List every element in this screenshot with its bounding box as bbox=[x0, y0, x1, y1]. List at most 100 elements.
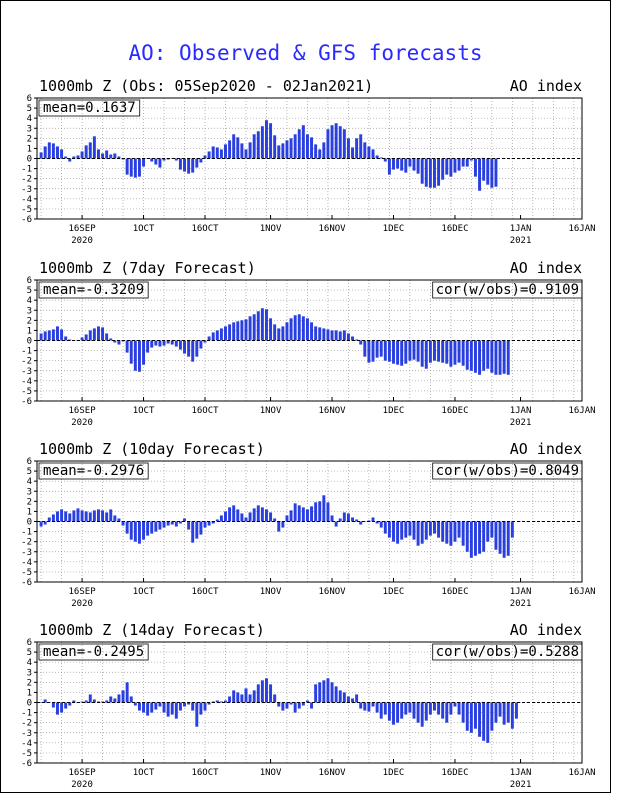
data-bar bbox=[232, 690, 236, 703]
data-bar bbox=[437, 340, 441, 362]
data-bar bbox=[252, 508, 256, 522]
data-bar bbox=[490, 158, 494, 188]
data-bar bbox=[224, 326, 227, 341]
data-bar bbox=[486, 158, 490, 185]
data-bar bbox=[187, 521, 191, 530]
data-bar bbox=[68, 158, 72, 162]
x-tick-year-label: 2021 bbox=[510, 236, 532, 246]
data-bar bbox=[133, 702, 137, 706]
y-tick-label: 4 bbox=[27, 114, 32, 124]
data-bar bbox=[379, 521, 383, 528]
data-bar bbox=[80, 151, 84, 159]
data-bar bbox=[424, 521, 428, 540]
data-bar bbox=[195, 340, 199, 357]
data-bar bbox=[203, 155, 207, 159]
data-bar bbox=[457, 702, 461, 715]
data-bar bbox=[277, 328, 281, 341]
correlation-stat: cor(w/obs)=0.9109 bbox=[436, 282, 579, 298]
data-bar bbox=[342, 330, 346, 341]
data-bar bbox=[506, 521, 510, 556]
data-bar bbox=[297, 314, 301, 341]
data-bar bbox=[461, 158, 465, 167]
y-tick-label: -1 bbox=[21, 528, 32, 538]
y-tick-label: 5 bbox=[27, 286, 32, 296]
data-bar bbox=[277, 145, 281, 159]
data-bar bbox=[351, 517, 355, 522]
data-bar bbox=[105, 150, 109, 159]
data-bar bbox=[437, 158, 441, 186]
data-bar bbox=[285, 140, 289, 159]
data-bar bbox=[318, 327, 322, 341]
y-tick-label: 6 bbox=[27, 457, 32, 467]
data-bar bbox=[400, 702, 404, 719]
data-bar bbox=[269, 512, 273, 522]
data-bar bbox=[379, 702, 383, 719]
data-bar bbox=[506, 702, 510, 723]
x-tick-label: 16SEP bbox=[69, 406, 97, 416]
y-tick-label: -5 bbox=[21, 205, 32, 215]
data-bar bbox=[80, 337, 84, 341]
panel-title: 1000mb Z (10day Forecast) bbox=[39, 440, 265, 458]
data-bar bbox=[264, 309, 268, 341]
data-bar bbox=[92, 328, 96, 341]
data-bar bbox=[166, 158, 170, 160]
data-bar bbox=[387, 521, 391, 538]
data-bar bbox=[301, 507, 305, 522]
data-bar bbox=[404, 158, 408, 173]
data-bar bbox=[199, 158, 203, 163]
data-bar bbox=[92, 699, 96, 703]
data-bar bbox=[396, 521, 400, 544]
data-bar bbox=[228, 507, 232, 522]
data-bar bbox=[43, 146, 47, 159]
data-bar bbox=[338, 690, 342, 703]
y-tick-label: -3 bbox=[21, 367, 32, 377]
x-tick-label: 16SEP bbox=[69, 768, 97, 778]
data-bar bbox=[420, 702, 424, 727]
data-bar bbox=[428, 521, 432, 536]
data-bar bbox=[219, 701, 223, 703]
data-bar bbox=[191, 340, 195, 362]
data-bar bbox=[310, 702, 314, 709]
data-bar bbox=[84, 511, 88, 522]
data-bar bbox=[408, 340, 412, 361]
data-bar bbox=[461, 340, 465, 366]
data-bar bbox=[64, 702, 68, 709]
data-bar bbox=[387, 158, 391, 175]
data-bar bbox=[56, 146, 59, 159]
x-tick-year-label: 2020 bbox=[71, 780, 93, 790]
data-bar bbox=[392, 702, 395, 725]
data-bar bbox=[56, 702, 59, 715]
x-tick-label: 16JAN bbox=[568, 587, 595, 597]
correlation-stat: cor(w/obs)=0.5288 bbox=[436, 644, 579, 660]
data-bar bbox=[367, 146, 371, 159]
x-tick-label: 16JAN bbox=[568, 224, 595, 234]
data-bar bbox=[60, 702, 64, 713]
data-bar bbox=[117, 156, 121, 159]
data-bar bbox=[453, 702, 457, 707]
data-bar bbox=[43, 521, 47, 525]
data-bar bbox=[441, 702, 445, 719]
data-bar bbox=[342, 512, 346, 522]
data-bar bbox=[498, 521, 502, 554]
data-bar bbox=[117, 694, 121, 703]
y-tick-label: -6 bbox=[21, 759, 32, 769]
data-bar bbox=[215, 519, 219, 522]
data-bar bbox=[64, 156, 68, 159]
data-bar bbox=[428, 702, 432, 715]
data-bar bbox=[211, 332, 215, 341]
data-bar bbox=[490, 702, 494, 731]
data-bar bbox=[105, 512, 109, 522]
correlation-stat: cor(w/obs)=0.8049 bbox=[436, 463, 579, 479]
data-bar bbox=[166, 340, 170, 344]
data-bar bbox=[498, 340, 502, 375]
data-bar bbox=[219, 149, 223, 159]
x-tick-label: 16NOV bbox=[318, 587, 346, 597]
y-tick-label: 2 bbox=[27, 134, 32, 144]
data-bar bbox=[457, 521, 461, 538]
data-bar bbox=[178, 521, 182, 524]
data-bar bbox=[412, 158, 416, 171]
data-bar bbox=[96, 701, 100, 703]
data-bar bbox=[514, 702, 518, 719]
data-bar bbox=[297, 505, 301, 522]
